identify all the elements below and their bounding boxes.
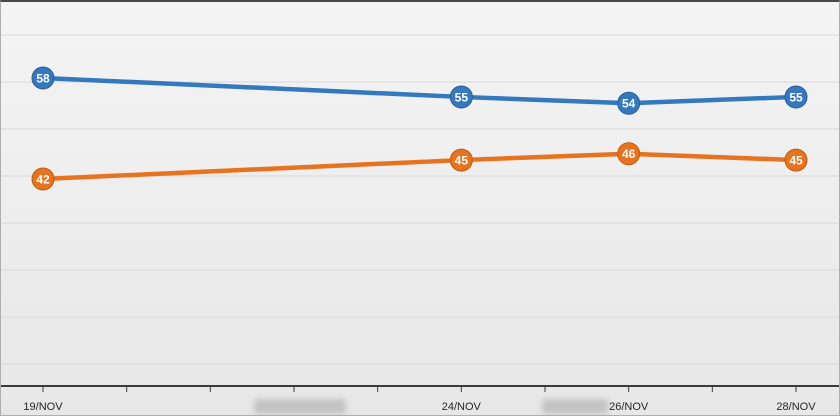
x-axis-label: 19/NOV (23, 401, 63, 413)
data-point-label: 46 (622, 147, 636, 161)
x-axis-label: 24/NOV (442, 401, 482, 413)
data-point-label: 55 (455, 90, 469, 104)
data-point-marker[interactable] (31, 167, 55, 191)
blurred-region-left (254, 399, 346, 414)
data-point-marker[interactable] (449, 148, 473, 172)
x-axis-label: 28/NOV (776, 401, 816, 413)
data-point-marker[interactable] (449, 85, 473, 109)
data-point-marker[interactable] (617, 91, 641, 115)
data-point-label: 58 (36, 71, 50, 85)
x-axis-label: 26/NOV (609, 401, 649, 413)
data-point-label: 42 (36, 172, 50, 186)
data-point-label: 54 (622, 97, 636, 111)
data-point-marker[interactable] (784, 85, 808, 109)
data-point-label: 45 (789, 153, 803, 167)
data-point-marker[interactable] (31, 66, 55, 90)
data-point-label: 55 (789, 90, 803, 104)
data-point-marker[interactable] (784, 148, 808, 172)
series-line-blue-series (40, 75, 799, 106)
data-point-label: 45 (455, 153, 469, 167)
series-line-orange-series (40, 151, 799, 182)
blurred-region-right (542, 399, 608, 414)
data-point-marker[interactable] (617, 142, 641, 166)
